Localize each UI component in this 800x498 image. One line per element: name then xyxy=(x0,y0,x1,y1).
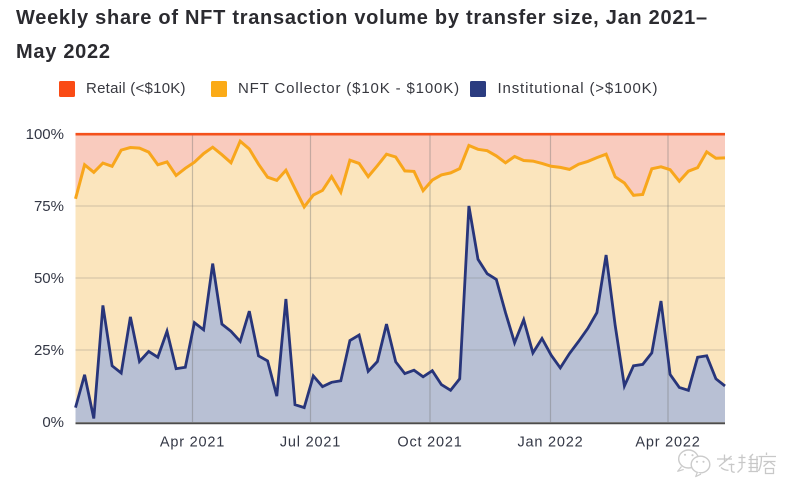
svg-text:Jul 2021: Jul 2021 xyxy=(280,434,341,450)
svg-text:25%: 25% xyxy=(34,342,64,359)
svg-text:Oct 2021: Oct 2021 xyxy=(397,434,462,450)
svg-text:50%: 50% xyxy=(34,270,64,287)
svg-text:75%: 75% xyxy=(34,198,64,215)
svg-text:Apr 2022: Apr 2022 xyxy=(635,434,700,450)
svg-text:100%: 100% xyxy=(26,126,64,143)
svg-text:Apr 2021: Apr 2021 xyxy=(160,434,225,450)
svg-text:Jan 2022: Jan 2022 xyxy=(517,434,583,450)
svg-text:0%: 0% xyxy=(42,414,64,431)
